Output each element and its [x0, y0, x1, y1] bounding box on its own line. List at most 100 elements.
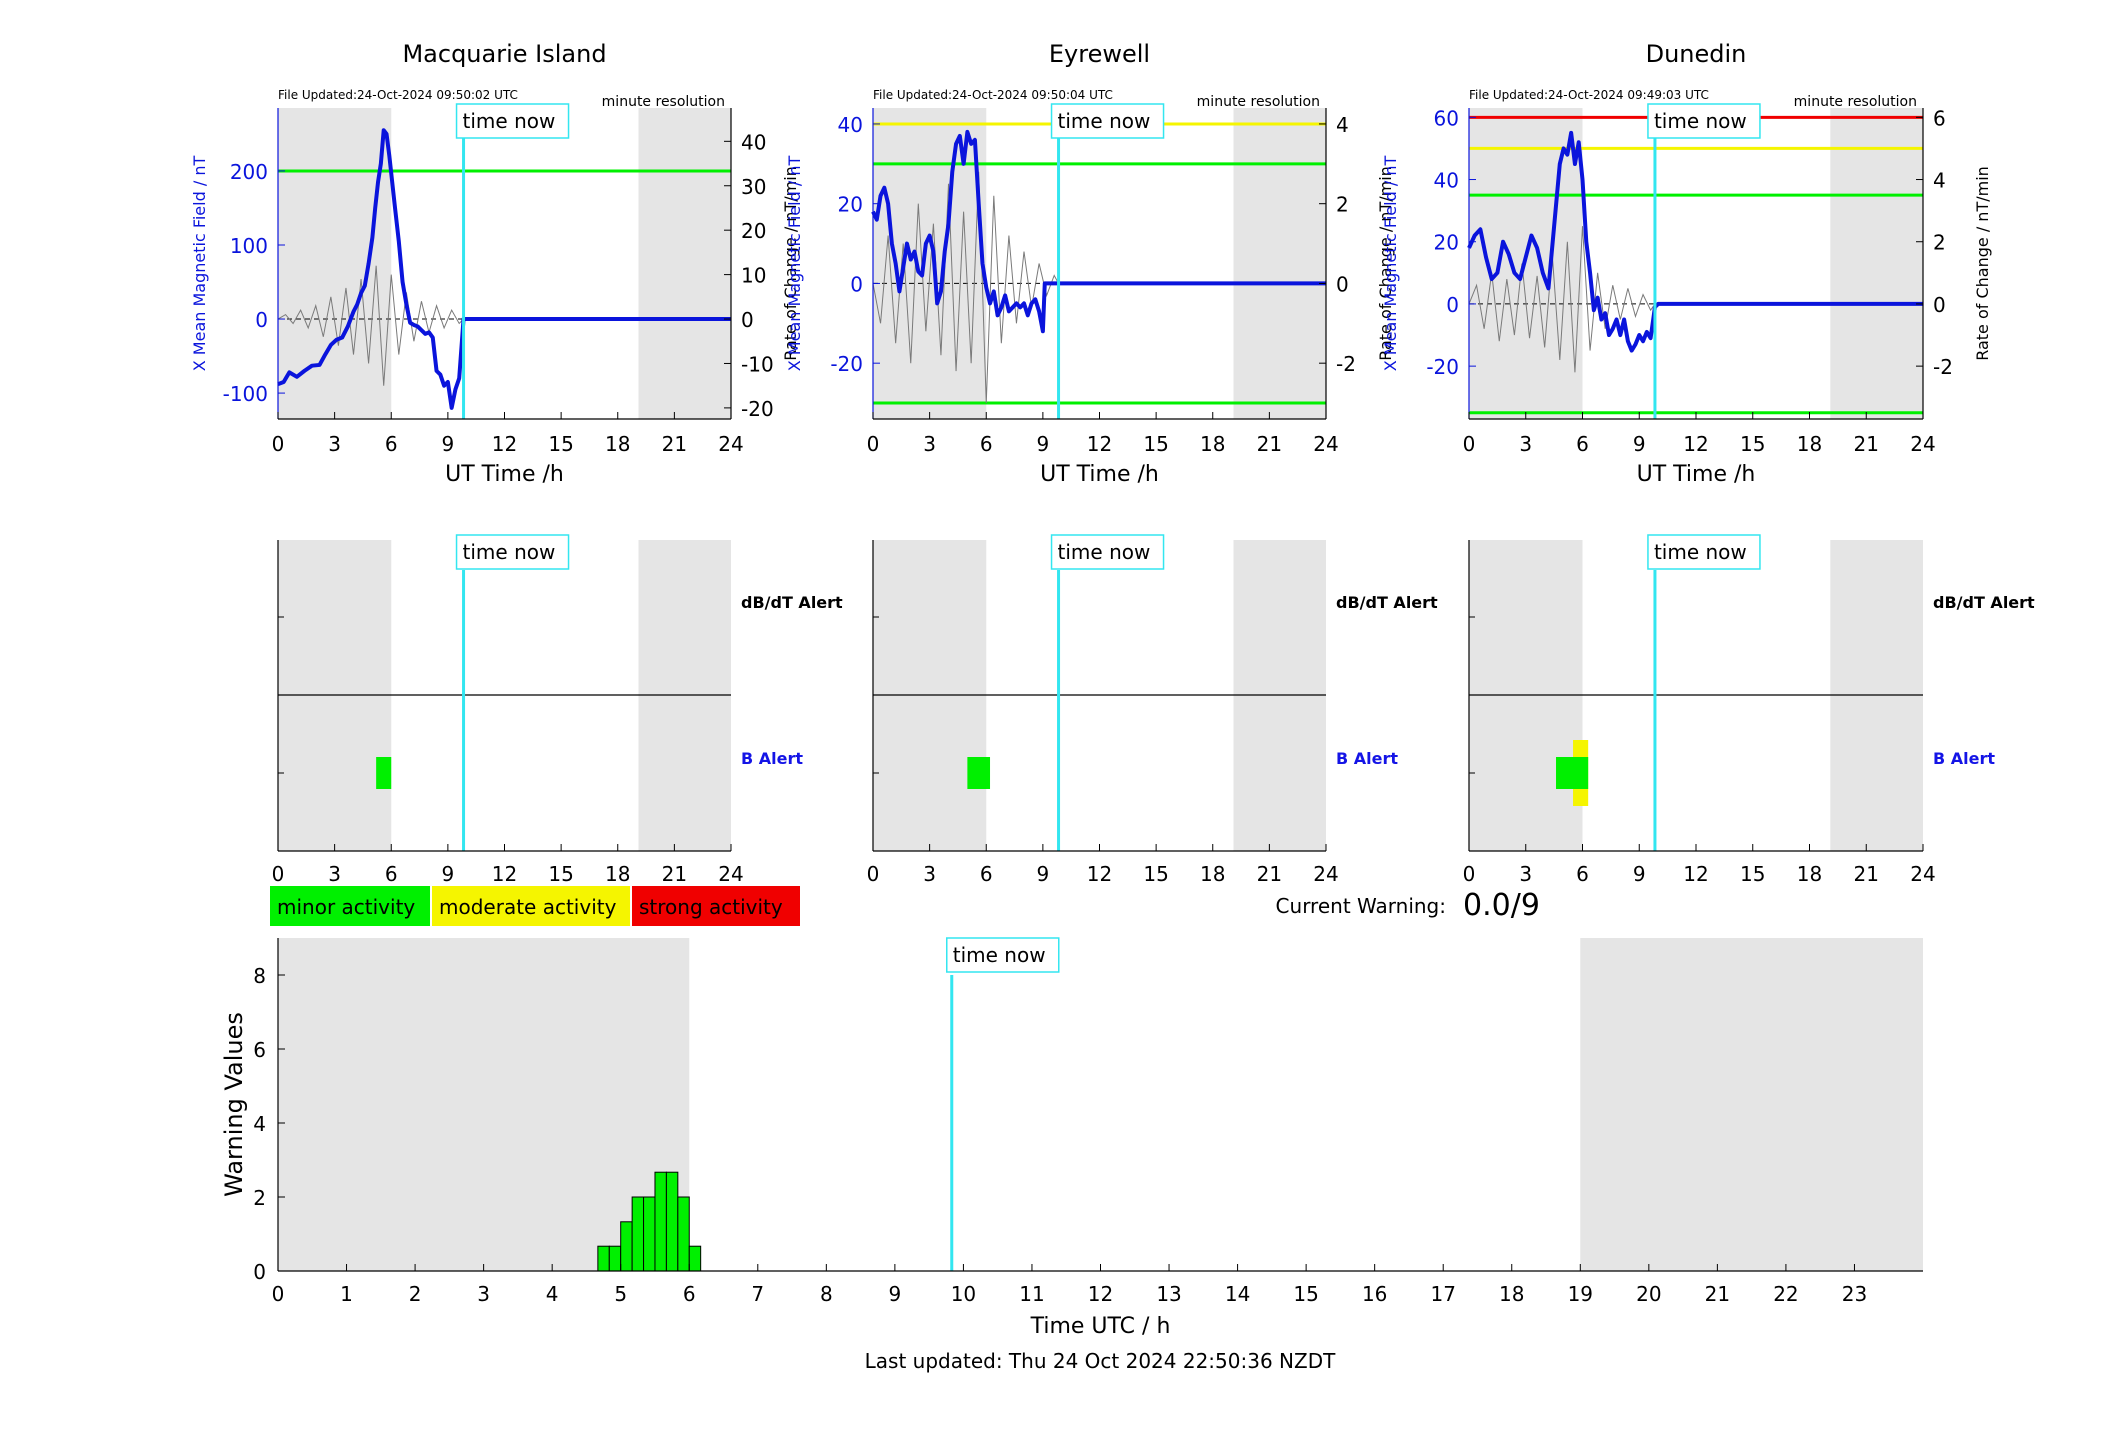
x-tick-label: 15 — [1143, 432, 1168, 456]
y-right-tick-label: 6 — [1933, 106, 1946, 130]
x-tick-label: 21 — [1854, 862, 1879, 886]
x-tick-label: 24 — [1313, 862, 1338, 886]
y-left-tick-label: 0 — [850, 272, 863, 296]
x-field-series — [1467, 130, 1923, 353]
x-tick-label: 12 — [1087, 432, 1112, 456]
y-right-tick-label: 0 — [741, 308, 754, 332]
x-tick-label: 12 — [1088, 1282, 1113, 1306]
y-left-tick-label: -100 — [223, 382, 268, 406]
time-now-label: time now — [1654, 540, 1747, 564]
warning-bar — [677, 1196, 690, 1272]
x-tick-label: 18 — [605, 862, 630, 886]
x-tick-label: 2 — [409, 1282, 422, 1306]
x-axis-label: UT Time /h — [1637, 462, 1756, 487]
x-tick-label: 0 — [867, 432, 880, 456]
rate-of-change-series — [872, 171, 1326, 404]
x-axis-label: Time UTC / h — [1030, 1314, 1171, 1339]
x-tick-label: 0 — [867, 862, 880, 886]
alert-plot: time now dB/dT Alert B Alert 0 3 6 9 12 15 18 21 24 — [1463, 534, 2035, 886]
x-tick-label: 12 — [1683, 432, 1708, 456]
legend-swatch-0 — [270, 886, 430, 926]
y-left-tick-label: 100 — [230, 234, 268, 258]
station-title: Dunedin — [1646, 40, 1747, 68]
x-tick-label: 10 — [951, 1282, 976, 1306]
x-tick-label: 13 — [1156, 1282, 1181, 1306]
x-tick-label: 3 — [1519, 862, 1532, 886]
x-tick-label: 6 — [980, 862, 993, 886]
x-tick-label: 0 — [1463, 862, 1476, 886]
x-tick-label: 15 — [548, 432, 573, 456]
warning-bar — [665, 1171, 679, 1272]
x-tick-label: 0 — [272, 862, 285, 886]
y-tick-label: 0 — [253, 1260, 266, 1284]
x-tick-label: 6 — [1576, 432, 1589, 456]
warning-bar — [654, 1171, 667, 1272]
y-left-tick-label: -20 — [830, 352, 863, 376]
x-tick-label: 24 — [718, 862, 743, 886]
time-now-box — [946, 937, 1060, 973]
x-axis-label: UT Time /h — [1040, 462, 1159, 487]
station-panel-3: Dunedin File Updated:24-Oct-2024 09:49:03… — [1381, 40, 2035, 886]
x-tick-label: 21 — [662, 862, 687, 886]
current-warning-label: Current Warning: — [1276, 894, 1446, 918]
x-tick-label: 20 — [1636, 1282, 1661, 1306]
x-tick-label: 8 — [820, 1282, 833, 1306]
x-tick-label: 15 — [1293, 1282, 1318, 1306]
x-tick-label: 15 — [1143, 862, 1168, 886]
dbdt-alert-label: dB/dT Alert — [1933, 593, 2035, 612]
x-tick-label: 6 — [1576, 862, 1589, 886]
y-right-tick-label: 30 — [741, 175, 766, 199]
x-tick-label: 11 — [1019, 1282, 1044, 1306]
x-tick-label: 18 — [1797, 432, 1822, 456]
legend-swatch-2 — [632, 886, 800, 926]
y-right-tick-label: 40 — [741, 130, 766, 154]
warning-bar — [631, 1196, 645, 1272]
legend-label: moderate activity — [439, 895, 617, 919]
resolution-label: minute resolution — [602, 94, 725, 110]
y-left-tick-label: 60 — [1434, 106, 1459, 130]
rate-of-change-series — [277, 265, 731, 386]
y-right-tick-label: -2 — [1336, 352, 1356, 376]
y-tick-label: 6 — [253, 1038, 266, 1062]
x-tick-label: 18 — [605, 432, 630, 456]
x-tick-label: 9 — [442, 862, 455, 886]
b-alert-block — [1556, 757, 1589, 789]
b-alert-label: B Alert — [741, 749, 803, 768]
x-field-series — [871, 129, 1326, 334]
night-shade — [1233, 108, 1326, 419]
x-tick-label: 5 — [614, 1282, 627, 1306]
night-shade — [1830, 108, 1923, 419]
x-tick-label: 9 — [1037, 432, 1050, 456]
x-tick-label: 9 — [442, 432, 455, 456]
y-left-axis-label: X Mean Magnetic Field / nT — [785, 156, 804, 372]
y-left-tick-label: -20 — [1426, 355, 1459, 379]
time-now-box — [1647, 103, 1761, 139]
resolution-label: minute resolution — [1197, 94, 1320, 110]
y-right-tick-label: 2 — [1336, 193, 1349, 217]
rate-of-change-series — [1468, 226, 1923, 373]
x-tick-label: 21 — [662, 432, 687, 456]
x-tick-label: 0 — [272, 432, 285, 456]
y-left-tick-label: 200 — [230, 160, 268, 184]
current-warning-value: 0.0/9 — [1463, 888, 1540, 923]
x-tick-label: 24 — [718, 432, 743, 456]
y-left-tick-label: 40 — [1434, 169, 1459, 193]
dbdt-alert-label: dB/dT Alert — [1336, 593, 1438, 612]
y-left-tick-label: 20 — [1434, 231, 1459, 255]
b-alert-label: B Alert — [1933, 749, 1995, 768]
y-right-tick-label: 4 — [1336, 113, 1349, 137]
x-tick-label: 21 — [1257, 862, 1282, 886]
legend-label: strong activity — [639, 895, 783, 919]
y-right-tick-label: 0 — [1933, 293, 1946, 317]
night-shade — [638, 108, 731, 419]
y-right-axis-label: Rate of Change / nT/min — [1973, 166, 1992, 361]
y-tick-label: 8 — [253, 964, 266, 988]
time-now-label: time now — [1058, 109, 1151, 133]
x-tick-label: 7 — [751, 1282, 764, 1306]
time-now-label: time now — [1654, 109, 1747, 133]
x-tick-label: 9 — [1633, 432, 1646, 456]
time-now-label: time now — [953, 943, 1046, 967]
